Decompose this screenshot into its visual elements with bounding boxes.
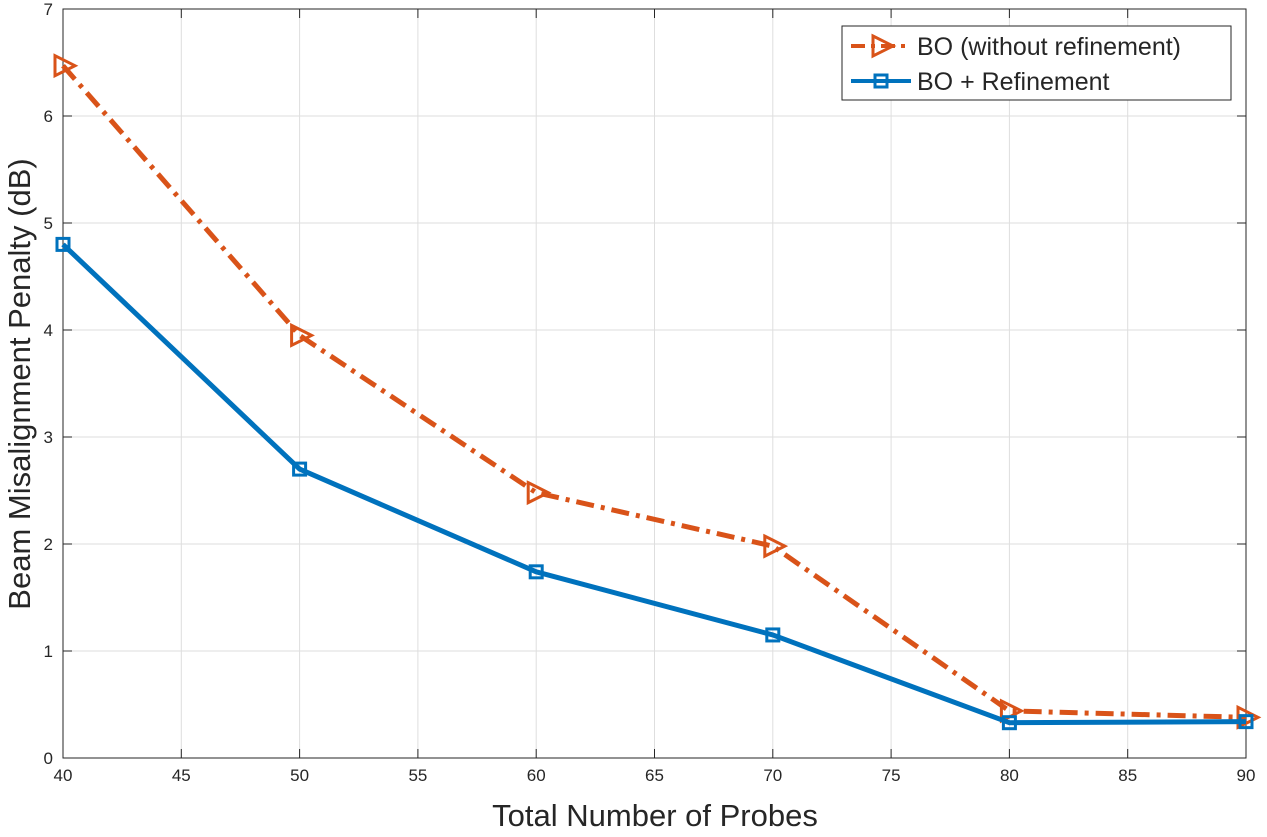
- y-tick-label: 0: [44, 749, 53, 768]
- legend-label-bo-refinement: BO + Refinement: [917, 68, 1110, 96]
- series-line: [61, 242, 1247, 726]
- y-tick-label: 1: [44, 642, 53, 661]
- y-tick-label: 3: [44, 428, 53, 447]
- x-tick-label: 80: [1000, 766, 1019, 785]
- x-tick-label: 65: [645, 766, 664, 785]
- data-point: [763, 533, 789, 559]
- x-tick-label: 40: [54, 766, 73, 785]
- legend-marker-bo: [871, 33, 897, 59]
- x-tick-label: 60: [527, 766, 546, 785]
- y-tick-label: 6: [44, 107, 53, 126]
- legend-box: [841, 25, 1232, 101]
- series-line: [61, 64, 1247, 720]
- data-point: [1236, 704, 1262, 730]
- y-tick-label: 7: [44, 0, 53, 19]
- x-tick-label: 85: [1118, 766, 1137, 785]
- x-tick-label: 45: [172, 766, 191, 785]
- data-point: [53, 53, 79, 79]
- legend-marker-shape: [873, 73, 889, 89]
- data-point: [765, 627, 781, 643]
- series-1: [55, 236, 1254, 731]
- y-tick-label: 5: [44, 214, 53, 233]
- legend-label-bo: BO (without refinement): [917, 33, 1181, 61]
- data-point: [1238, 714, 1254, 730]
- data-point: [1001, 715, 1017, 731]
- y-axis-title: Beam Misalignment Penalty (dB): [2, 158, 37, 609]
- data-point: [292, 461, 308, 477]
- data-point: [526, 480, 552, 506]
- series-group: [53, 53, 1262, 731]
- x-tick-label: 50: [290, 766, 309, 785]
- legend-marker-bo-refinement: [873, 73, 889, 89]
- data-point: [55, 236, 71, 252]
- legend[interactable]: BO (without refinement) BO + Refinement: [841, 25, 1232, 101]
- x-axis-title: Total Number of Probes: [492, 798, 818, 832]
- grid: [63, 9, 1246, 758]
- x-tick-label: 90: [1237, 766, 1256, 785]
- legend-marker-shape: [871, 33, 897, 59]
- series-0: [53, 53, 1262, 730]
- x-tick-label: 55: [408, 766, 427, 785]
- x-tick-label: 75: [882, 766, 901, 785]
- x-tick-label: 70: [763, 766, 782, 785]
- y-tick-label: 4: [44, 321, 53, 340]
- data-point: [290, 322, 315, 348]
- data-point: [528, 564, 544, 580]
- y-tick-label: 2: [44, 535, 53, 554]
